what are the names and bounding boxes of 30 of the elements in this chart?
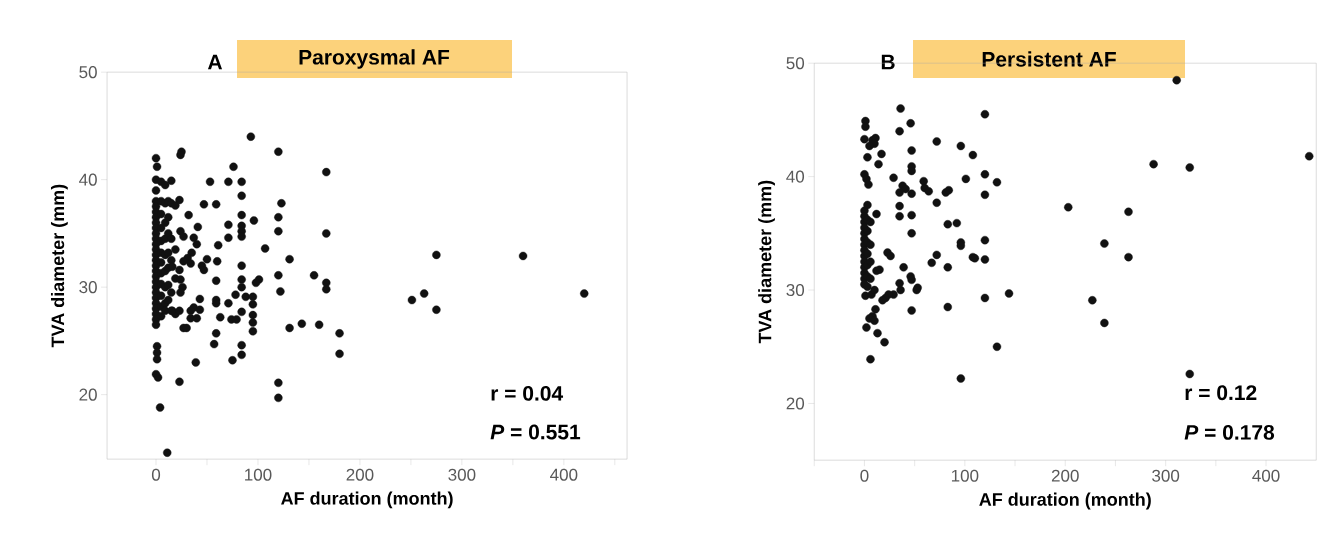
annotation: P = 0.551 [490,424,581,440]
y-tick-label: 30 [79,281,97,294]
y-tick-label: 30 [786,284,805,297]
x-tick-label: 300 [1152,469,1180,482]
y-tick-label: 40 [79,173,97,186]
x-tick-label: 100 [951,469,979,482]
x-tick-label: 300 [448,468,476,481]
y-tick-label: 40 [786,170,805,183]
chart-title: Persistent AF [982,51,1116,67]
x-tick-label: 0 [860,469,869,482]
annotation: r = 0.04 [491,385,564,401]
x-tick-label: 200 [1051,469,1079,482]
y-axis-title: TVA diameter (mm) [758,180,775,344]
y-tick-label: 50 [79,66,97,79]
chart-subtitle: A [207,54,223,70]
x-tick-label: 200 [346,468,374,481]
x-tick-label: 400 [1252,469,1280,482]
x-axis-title: AF duration (month) [979,492,1151,510]
chart-subtitle: B [881,54,895,70]
x-axis-title: AF duration (month) [281,491,453,509]
x-tick-label: 100 [245,468,272,481]
chart-title: Paroxysmal AF [299,49,450,69]
annotation: P = 0.178 [1184,424,1275,440]
y-tick-label: 50 [786,57,805,70]
y-tick-label: 20 [786,397,805,410]
y-axis-title: TVA diameter (mm) [50,184,68,348]
y-tick-label: 20 [79,388,97,401]
x-tick-label: 400 [550,468,578,481]
annotation: r = 0.12 [1185,385,1257,401]
x-tick-label: 0 [151,468,161,481]
